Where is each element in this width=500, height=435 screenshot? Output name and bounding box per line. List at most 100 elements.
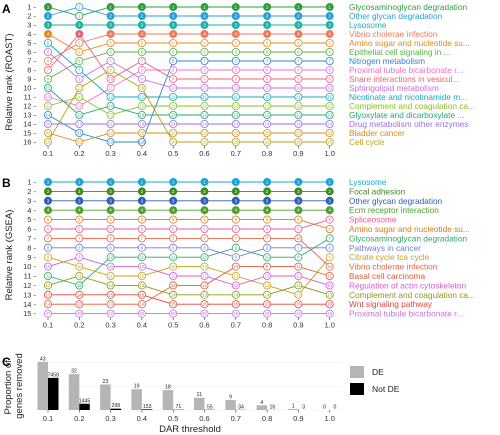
rank-node <box>106 215 115 224</box>
rank-node-label: 16 <box>265 311 270 316</box>
bar-label-de: 32 <box>71 369 77 375</box>
x-tick-label: 0.7 <box>231 321 241 330</box>
rank-node-label: 22 <box>108 131 113 136</box>
rank-node <box>294 3 303 11</box>
rank-node-label: 6 <box>266 50 269 55</box>
rank-node-label: 2 <box>47 189 50 194</box>
rank-node <box>137 66 146 75</box>
series-line <box>47 33 330 53</box>
rank-node-label: 9 <box>109 68 112 73</box>
rank-node-label: 6 <box>297 227 300 232</box>
rank-node <box>169 20 178 29</box>
rank-node <box>75 271 84 280</box>
rank-node <box>200 187 209 196</box>
rank-node <box>44 234 53 243</box>
y-tick-label: 6 - <box>27 225 36 234</box>
x-ticks-b: 0.1 0.2 0.3 0.4 0.5 0.6 0.7 0.8 0.9 1.0 <box>43 317 335 330</box>
rank-node-label: 3 <box>47 23 50 28</box>
rank-node-label: 1 <box>297 180 300 185</box>
rank-node <box>263 271 272 280</box>
rank-node <box>325 206 334 215</box>
rank-node-label: 4 <box>329 208 332 213</box>
bar-label-not-de: 153 <box>143 404 152 410</box>
rank-node-label: 7 <box>78 236 81 241</box>
x-tick-label: 0.9 <box>293 321 303 330</box>
rank-node <box>294 206 303 215</box>
rank-node <box>231 102 240 111</box>
rank-node-label: 4 <box>297 208 300 213</box>
rank-node-label: 5 <box>266 41 269 46</box>
rank-node <box>137 29 146 38</box>
series-line <box>47 69 330 107</box>
rank-node-label: 20 <box>46 122 51 127</box>
rank-node <box>231 177 240 186</box>
rank-node-label: 14 <box>46 302 51 307</box>
rank-node <box>169 300 178 309</box>
rank-node-label: 15 <box>202 302 207 307</box>
bar-label-de: 11 <box>197 392 202 398</box>
rank-node-label: 4 <box>266 208 269 213</box>
rank-node-label: 13 <box>171 283 176 288</box>
rank-node-label: 5 <box>329 41 332 46</box>
rank-node-label: 4 <box>297 32 300 37</box>
rank-node-label: 22 <box>296 131 301 136</box>
rank-node <box>137 11 146 20</box>
rank-node <box>231 11 240 20</box>
rank-node <box>200 102 209 111</box>
x-axis-title-c: DAR threshold <box>159 424 221 435</box>
rank-node-label: 12 <box>265 104 270 109</box>
rank-node <box>294 57 303 66</box>
series-line <box>47 132 330 143</box>
rank-node <box>169 120 178 129</box>
rank-node <box>106 253 115 262</box>
rank-node <box>294 48 303 57</box>
rank-node <box>75 290 84 299</box>
y-tick-label: 1 - <box>27 3 36 12</box>
rank-node <box>200 84 209 93</box>
rank-node <box>106 3 115 11</box>
rank-node-label: 6 <box>172 227 175 232</box>
rank-node-label: 14 <box>265 292 270 297</box>
rank-node <box>169 187 178 196</box>
rank-node <box>44 57 53 66</box>
rank-node-label: 1 <box>266 5 269 10</box>
rank-node-label: 3 <box>329 198 332 203</box>
rank-node <box>137 262 146 271</box>
rank-node <box>75 11 84 20</box>
rank-node-label: 12 <box>140 104 145 109</box>
rank-node <box>200 224 209 233</box>
legend-label-de: DE <box>372 367 384 377</box>
rank-node-label: 4 <box>78 208 81 213</box>
rank-node-label: 8 <box>78 59 81 64</box>
rank-node <box>263 11 272 20</box>
rank-node <box>231 39 240 48</box>
y-tick-label: 9 - <box>27 253 36 262</box>
rank-node-label: 11 <box>265 95 270 100</box>
rank-node-label: 10 <box>108 77 113 82</box>
rank-node <box>75 84 84 93</box>
rank-node <box>169 75 178 84</box>
y-tick-label: 14 - <box>23 120 36 129</box>
rank-node <box>169 11 178 20</box>
rank-node-label: 9 <box>172 77 175 82</box>
rank-node-label: 4 <box>78 32 81 37</box>
rank-node <box>200 93 209 102</box>
rank-node-label: 7 <box>47 236 50 241</box>
rank-node-label: 16 <box>327 140 332 145</box>
rank-node-label: 12 <box>171 274 176 279</box>
rank-node-label: 13 <box>77 113 82 118</box>
rank-node <box>263 128 272 137</box>
rank-node-label: 8 <box>109 245 112 250</box>
y-tick-label: 6 - <box>27 48 36 57</box>
y-tick-label: 2 - <box>27 187 36 196</box>
rank-node-label: 10 <box>233 86 238 91</box>
rank-node-label: 8 <box>203 68 206 73</box>
rank-node <box>75 243 84 252</box>
series-line <box>47 275 330 296</box>
y-tick-label: 7 - <box>27 57 36 66</box>
rank-node-label: 3 <box>235 23 238 28</box>
rank-node-label: 11 <box>171 255 176 260</box>
rank-node-label: 11 <box>77 274 82 279</box>
rank-node-label: 13 <box>233 274 238 279</box>
